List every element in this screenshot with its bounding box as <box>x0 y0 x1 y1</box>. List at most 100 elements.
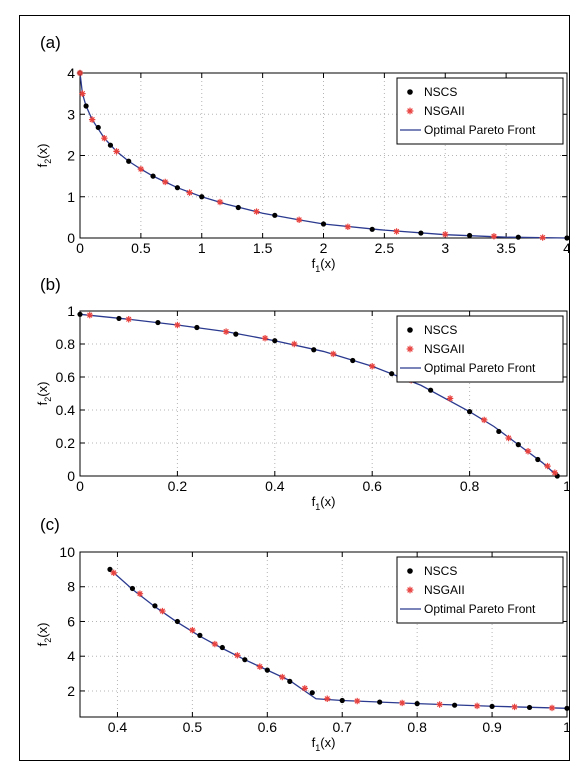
x-tick-label: 0.5 <box>183 719 203 735</box>
data-point-nscs <box>219 644 225 651</box>
x-tick-label: 0 <box>76 478 84 494</box>
data-point-nscs <box>233 331 239 337</box>
y-tick-label: 10 <box>59 544 75 560</box>
data-point-nscs <box>95 124 101 131</box>
data-point-nsgaii <box>548 704 556 712</box>
data-point-nsgaii <box>436 701 443 708</box>
x-tick-label: 0.6 <box>362 478 382 494</box>
data-point-nsgaii <box>490 233 498 240</box>
y-tick-label: 2 <box>67 683 75 699</box>
data-point-nsgaii <box>330 350 337 358</box>
legend-label-nscs: NSCS <box>424 564 457 578</box>
y-tick-label: 0.6 <box>56 369 76 385</box>
data-point-nscs <box>467 232 473 239</box>
data-point-nsgaii <box>393 228 400 235</box>
x-tick-label: 2.5 <box>375 240 395 256</box>
x-tick-label: 1 <box>198 240 206 256</box>
legend: NSCS NSGAII Optimal Pareto Front <box>396 77 564 145</box>
x-tick-label: 0.5 <box>131 240 151 256</box>
data-point-nscs <box>174 185 180 191</box>
y-axis-label: f2(x) <box>35 144 53 168</box>
data-point-nsgaii <box>159 607 166 615</box>
data-point-nsgaii <box>174 321 181 329</box>
y-tick-label: 6 <box>67 613 75 629</box>
data-point-nscs <box>126 158 132 164</box>
data-point-nscs <box>116 315 122 322</box>
x-axis-label: f1(x) <box>312 256 336 274</box>
data-point-nsgaii <box>79 90 86 97</box>
chart-panel-1: (a)0 0.5 1 1.5 2 2.5 3 3.5 401234f1(x)f2(x)NSCSN… <box>35 33 569 274</box>
data-point-nscs <box>428 387 434 393</box>
data-point-nscs <box>389 371 395 377</box>
data-point-nsgaii <box>301 685 308 692</box>
data-point-nscs <box>309 690 315 696</box>
y-tick-label: 2 <box>67 148 75 164</box>
data-point-nscs <box>272 212 278 218</box>
legend-label-nscs: NSCS <box>424 323 457 337</box>
axes-box <box>79 310 568 477</box>
data-point-nsgaii <box>125 316 132 323</box>
data-point-nscs <box>452 702 458 708</box>
chart-panel-2: (b) 0 0.2 0.4 0.6 0.8 1 0 0.2 0.4 0.6 0.8 1 f1(x) f2(x… <box>35 275 569 512</box>
data-point-nscs <box>129 585 136 592</box>
y-tick-label: 0 <box>67 230 75 246</box>
legend: NSCS NSGAII Optimal Pareto Front <box>396 315 564 383</box>
x-tick-label: 1 <box>563 719 569 735</box>
data-point-nsgaii <box>442 231 449 238</box>
data-point-nsgaii <box>76 69 84 77</box>
legend-box <box>396 77 564 145</box>
data-point-nscs <box>311 347 317 353</box>
data-point-nsgaii <box>354 697 361 705</box>
data-point-nsgaii <box>368 363 376 370</box>
data-point-nscs <box>526 704 533 711</box>
legend-marker-nsgaii <box>406 345 414 353</box>
data-point-nscs <box>467 409 473 415</box>
panel-label: (a) <box>40 33 61 52</box>
data-point-nscs <box>287 678 293 684</box>
data-point-nscs <box>150 173 156 179</box>
data-point-nscs <box>174 618 180 625</box>
data-point-nscs <box>369 226 375 232</box>
y-axis-label: f2(x) <box>35 382 53 406</box>
data-point-nscs <box>235 204 241 211</box>
data-point-nscs <box>554 473 560 479</box>
data-point-nsgaii <box>162 178 169 186</box>
y-tick-label: 3 <box>67 106 75 122</box>
data-point-nsgaii <box>524 448 532 455</box>
data-point-nscs <box>194 324 200 331</box>
data-point-nsgaii <box>186 189 193 196</box>
legend-box <box>396 556 564 624</box>
data-point-nsgaii <box>88 116 96 123</box>
x-tick-label: 4 <box>563 240 569 256</box>
data-point-nscs <box>155 319 161 326</box>
data-point-nscs <box>418 230 424 236</box>
x-tick-label: 3 <box>441 240 449 256</box>
y-tick-label: 4 <box>67 65 75 81</box>
data-point-nsgaii <box>505 434 512 442</box>
legend-label-optimal: Optimal Pareto Front <box>424 361 536 375</box>
data-point-nsgaii <box>481 416 488 424</box>
y-tick-label: 0.8 <box>56 336 76 352</box>
data-point-nscs <box>320 221 327 227</box>
y-tick-label: 0.2 <box>56 435 76 451</box>
y-tick-label: 8 <box>67 579 75 595</box>
data-point-nscs <box>77 311 83 317</box>
data-point-nscs <box>496 428 502 435</box>
data-point-nscs <box>107 566 113 572</box>
data-point-nsgaii <box>137 165 145 173</box>
x-tick-label: 0 <box>76 240 84 256</box>
data-point-nscs <box>242 657 248 663</box>
data-point-nsgaii <box>86 311 93 319</box>
data-point-nsgaii <box>291 340 298 348</box>
data-point-nscs <box>414 701 420 707</box>
legend-marker-nscs <box>407 89 413 95</box>
panel-label: (b) <box>40 275 61 294</box>
legend-box <box>396 315 564 383</box>
x-tick-label: 1.5 <box>253 240 273 256</box>
data-point-nscs <box>564 705 569 711</box>
legend-label-optimal: Optimal Pareto Front <box>424 602 536 616</box>
data-point-nsgaii <box>398 699 406 707</box>
legend-label-nsgaii: NSGAII <box>424 104 465 118</box>
x-tick-label: 2 <box>320 240 328 256</box>
data-point-nsgaii <box>473 702 481 710</box>
